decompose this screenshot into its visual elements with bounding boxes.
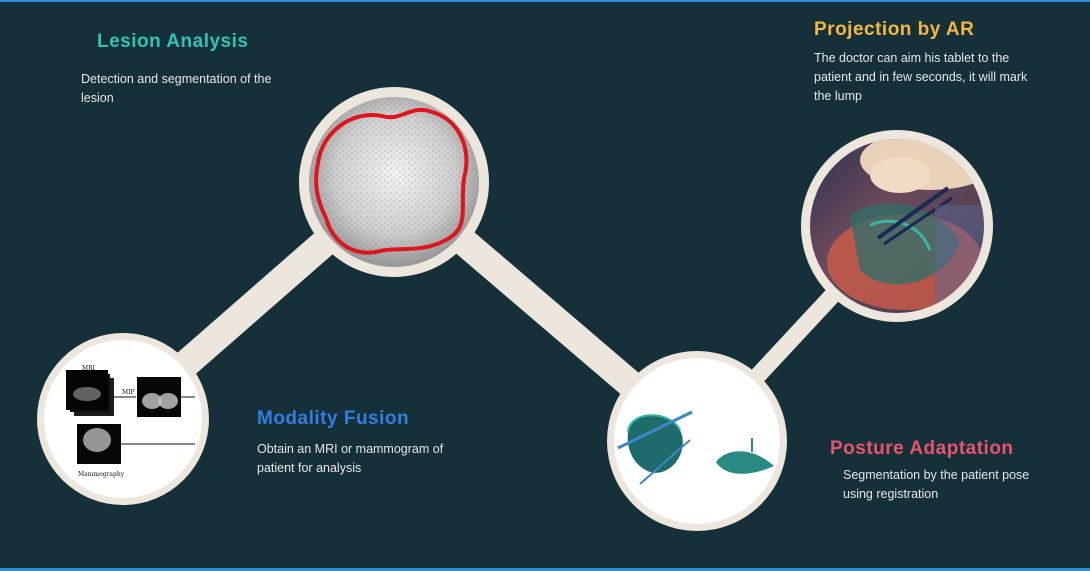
projection-ar-title: Projection by AR — [814, 19, 975, 40]
fusion-image-node: MRI MIP Mammography — [37, 333, 209, 505]
connector-lines — [109, 168, 906, 455]
top-border — [0, 0, 1090, 2]
mammography-label: Mammography — [78, 471, 125, 478]
posture-adaptation-description: Segmentation by the patient pose using r… — [843, 468, 1030, 501]
modality-fusion-description: Obtain an MRI or mammogram of patient fo… — [257, 442, 444, 475]
bottom-border — [0, 568, 1090, 571]
segmentation-contour — [314, 108, 469, 255]
ar-image-node — [801, 130, 993, 322]
projection-ar-description: The doctor can aim his tablet to the pat… — [814, 51, 1028, 103]
lesion-analysis-description: Detection and segmentation of the lesion — [81, 72, 272, 105]
posture-image-node — [607, 351, 787, 531]
posture-adaptation-title: Posture Adaptation — [830, 438, 1014, 459]
mri-label: MRI — [82, 365, 96, 372]
lesion-analysis-title: Lesion Analysis — [97, 31, 249, 52]
modality-fusion-title: Modality Fusion — [257, 408, 410, 429]
mip-label: MIP — [122, 389, 135, 396]
lesion-image-node — [299, 87, 489, 277]
